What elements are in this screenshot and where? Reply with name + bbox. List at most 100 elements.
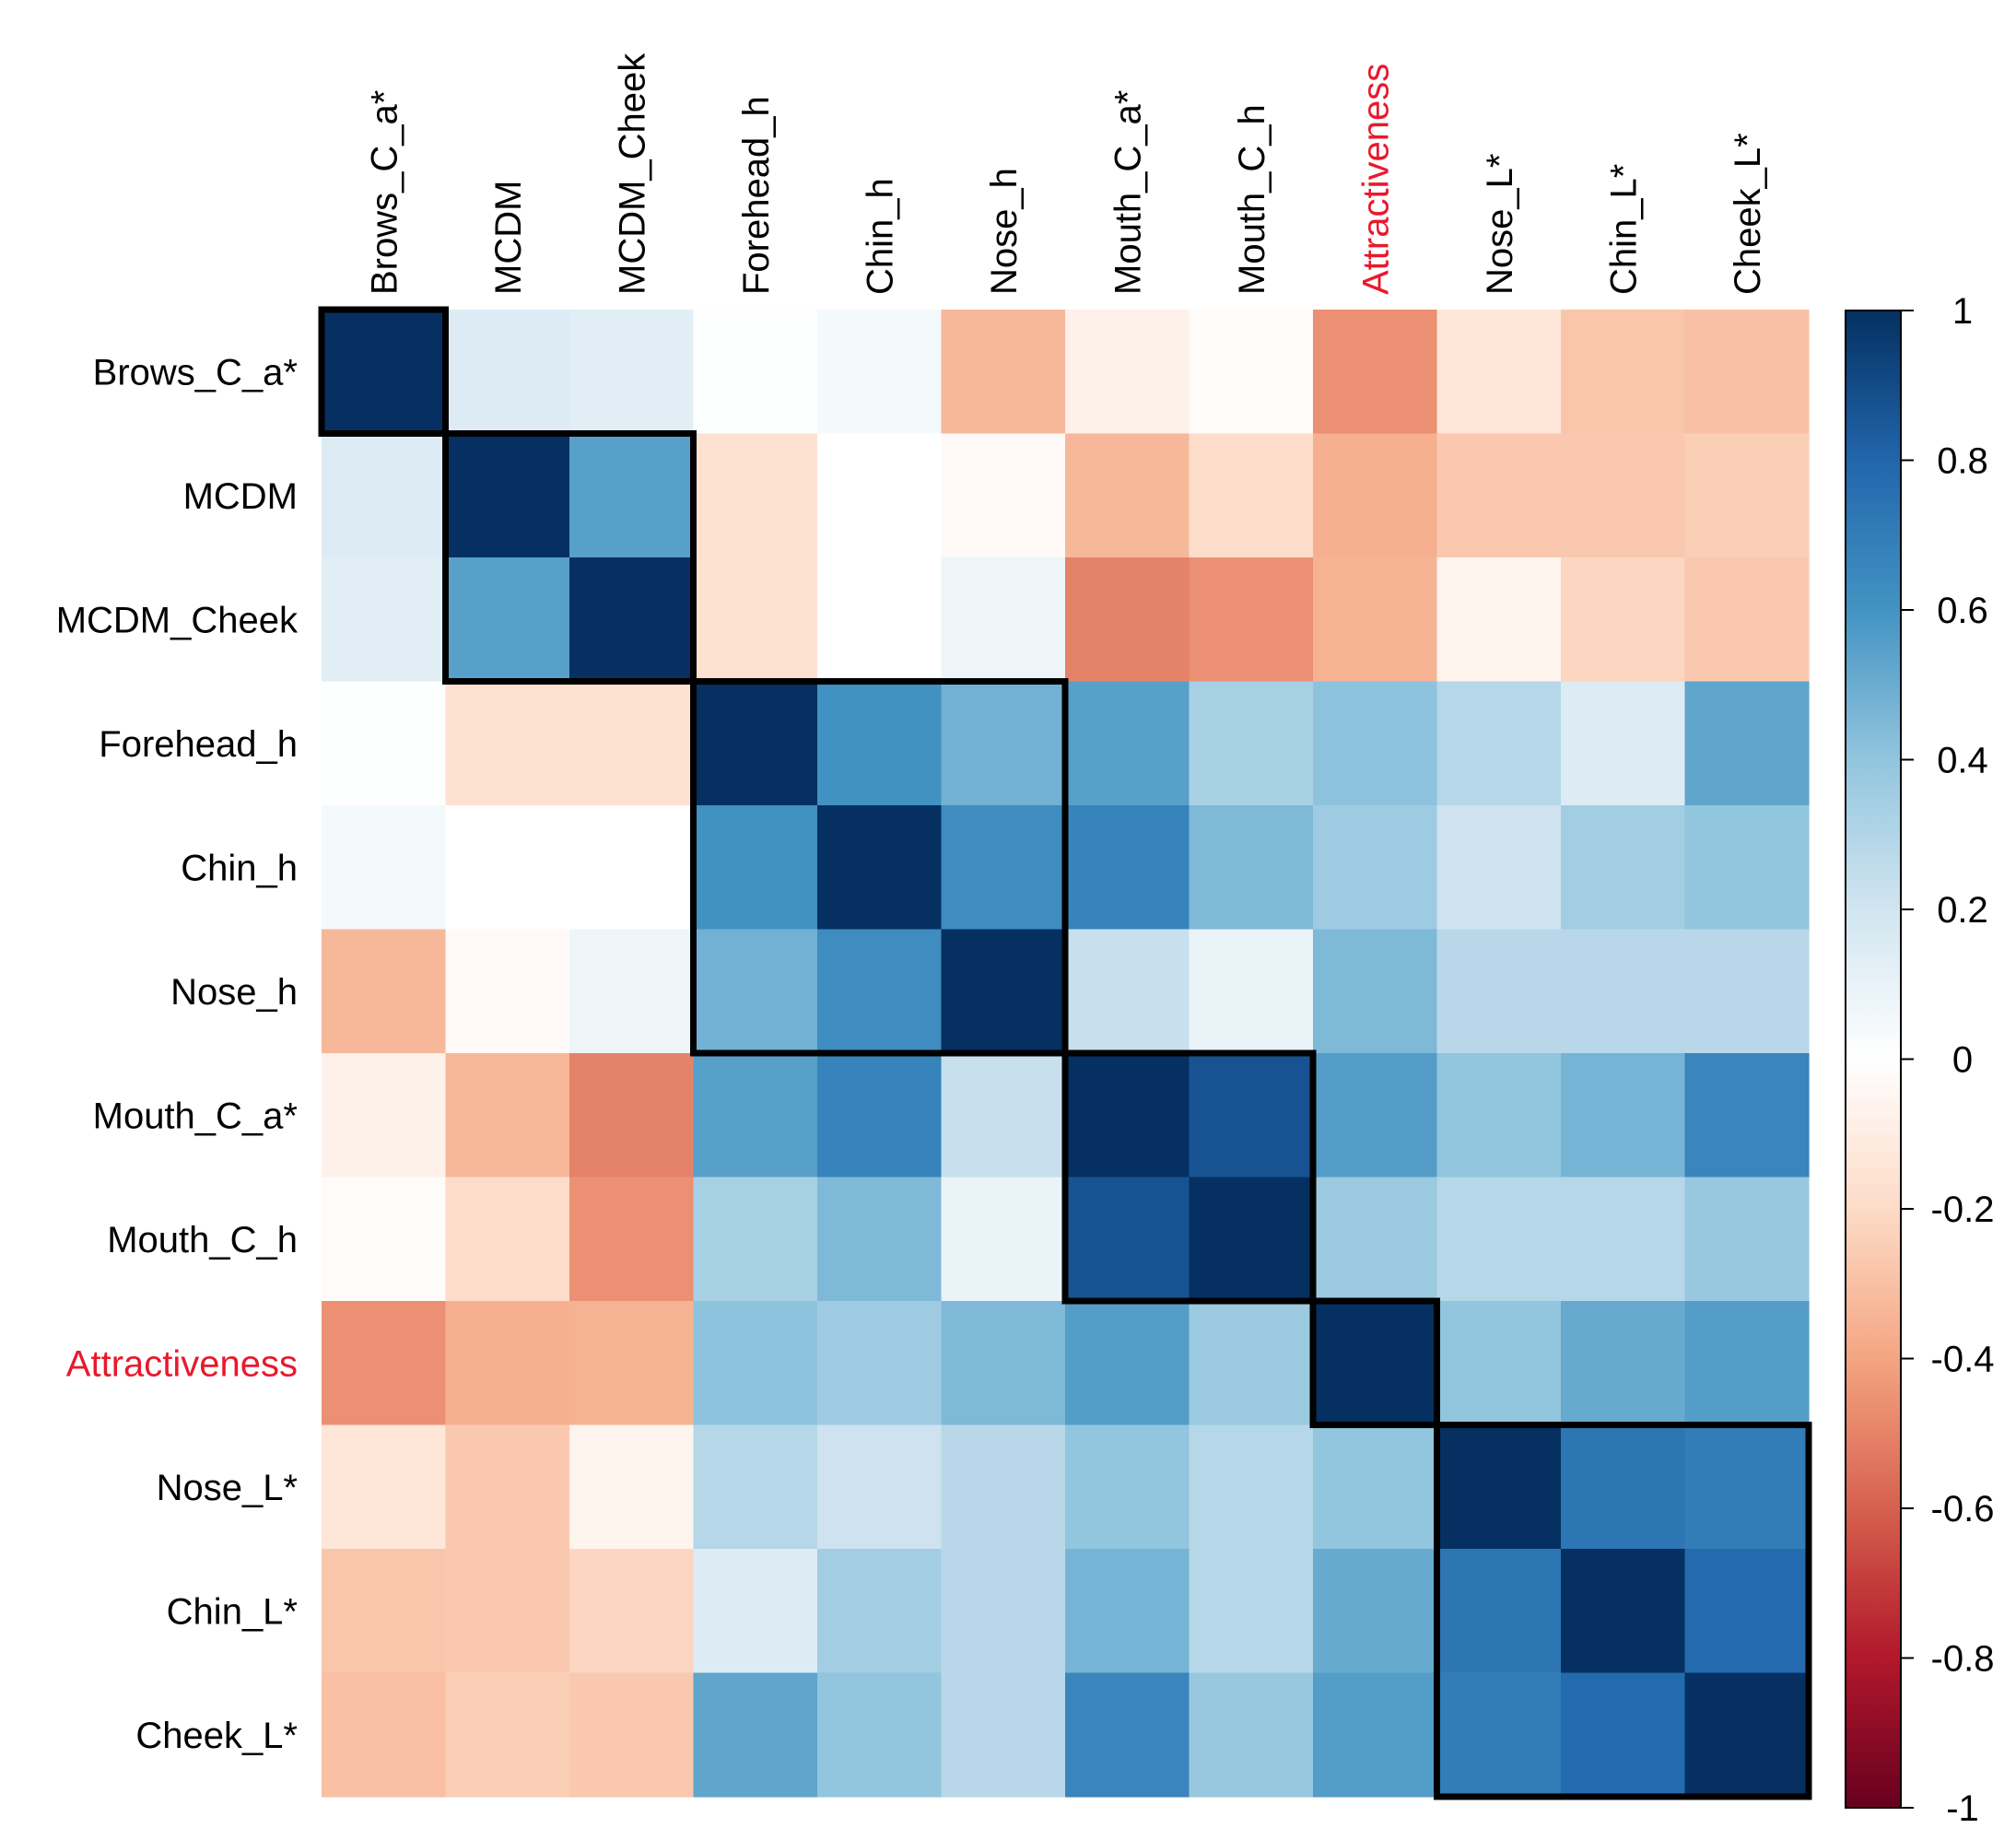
heatmap-cell: MCDM_Cheek / Nose_h (941, 557, 1066, 683)
heatmap-cell: Forehead_h / Chin_L* (1561, 681, 1686, 806)
heatmap-cell: Chin_L* / Attractiveness (1313, 1549, 1438, 1674)
cluster-rectangle (690, 678, 1069, 1057)
heatmap-cell: Brows_C_a* / Chin_L* (1561, 310, 1686, 435)
column-label: Brows_C_a* (364, 90, 404, 295)
row-label: Chin_h (181, 848, 298, 888)
heatmap-cell: Cheek_L* / MCDM (445, 1672, 570, 1798)
heatmap-cell: MCDM / Brows_C_a* (322, 433, 447, 558)
heatmap-cell: Mouth_C_a* / MCDM (445, 1053, 570, 1178)
heatmap-cell: Nose_h / Nose_L* (1436, 929, 1562, 1054)
heatmap-cell: Forehead_h / Nose_L* (1436, 681, 1562, 806)
heatmap-cell: Attractiveness / MCDM_Cheek (569, 1301, 695, 1426)
heatmap-cell: Nose_h / MCDM (445, 929, 570, 1054)
heatmap-cell: Mouth_C_h / Mouth_C_a* (1065, 1177, 1190, 1302)
heatmap-cell: Chin_h / Nose_h (941, 805, 1066, 931)
heatmap-cell: MCDM_Cheek / Nose_L* (1436, 557, 1562, 683)
heatmap-cell: MCDM_Cheek / Brows_C_a* (322, 557, 447, 683)
heatmap-cell: Nose_h / Mouth_C_h (1189, 929, 1314, 1054)
colorbar-tick-label: 0.2 (1937, 890, 1988, 931)
heatmap-cell: Mouth_C_a* / Chin_h (817, 1053, 943, 1178)
heatmap-cell: Cheek_L* / Mouth_C_h (1189, 1672, 1314, 1798)
heatmap-cell: MCDM_Cheek / Mouth_C_a* (1065, 557, 1190, 683)
column-label: Mouth_C_h (1232, 104, 1272, 295)
heatmap-cell: Mouth_C_a* / Forehead_h (693, 1053, 818, 1178)
colorbar-gradient (1845, 310, 1902, 1809)
heatmap-cell: Brows_C_a* / Mouth_C_a* (1065, 310, 1190, 435)
heatmap-cell: Nose_L* / MCDM_Cheek (569, 1424, 695, 1550)
heatmap-cell: Attractiveness / Forehead_h (693, 1301, 818, 1426)
heatmap-cell: Attractiveness / Cheek_L* (1684, 1301, 1810, 1426)
row-label: Nose_L* (157, 1468, 298, 1508)
heatmap-cell: Cheek_L* / Forehead_h (693, 1672, 818, 1798)
heatmap-cell: Chin_L* / Nose_h (941, 1549, 1066, 1674)
heatmap-cell: MCDM / Chin_h (817, 433, 943, 558)
heatmap-cell: Mouth_C_a* / Chin_L* (1561, 1053, 1686, 1178)
row-labels: Brows_C_a* MCDM MCDM_Cheek Forehead_h Chin_h… (56, 352, 299, 1756)
heatmap-cell: Nose_h / Forehead_h (693, 929, 818, 1054)
heatmap-cell: Attractiveness / Mouth_C_a* (1065, 1301, 1190, 1426)
column-label: Mouth_C_a* (1108, 90, 1148, 295)
colorbar-tick-label: -0.4 (1931, 1340, 1995, 1380)
heatmap-cell: Cheek_L* / Nose_h (941, 1672, 1066, 1798)
column-label: Chin_h (860, 178, 900, 295)
heatmap-cell: Forehead_h / Chin_h (817, 681, 943, 806)
heatmap-cell: Cheek_L* / Brows_C_a* (322, 1672, 447, 1798)
heatmap-cell: Nose_L* / Mouth_C_h (1189, 1424, 1314, 1550)
heatmap-cell: MCDM_Cheek / Mouth_C_h (1189, 557, 1314, 683)
heatmap-cell: Mouth_C_h / Brows_C_a* (322, 1177, 447, 1302)
cluster-rectangle (1434, 1422, 1812, 1800)
heatmap-cell: MCDM / Forehead_h (693, 433, 818, 558)
heatmap-cell: MCDM_Cheek / MCDM_Cheek (569, 557, 695, 683)
heatmap-cell: MCDM / Cheek_L* (1684, 433, 1810, 558)
heatmap-cell: Attractiveness / Brows_C_a* (322, 1301, 447, 1426)
color-legend: 1 0.8 0.6 0.4 0.2 0 -0.2 -0.4 -0.6 -0.8 -1 (1845, 291, 1995, 1829)
heatmap-cell: Nose_h / Attractiveness (1313, 929, 1438, 1054)
heatmap-cell: Forehead_h / Nose_h (941, 681, 1066, 806)
heatmap-cell: Mouth_C_h / Attractiveness (1313, 1177, 1438, 1302)
heatmap-cell: Cheek_L* / MCDM_Cheek (569, 1672, 695, 1798)
heatmap-cell: Mouth_C_a* / Brows_C_a* (322, 1053, 447, 1178)
column-labels: Brows_C_a* MCDM MCDM_Cheek Forehead_h Chin_h… (364, 53, 1768, 295)
heatmap-cell: Forehead_h / Mouth_C_a* (1065, 681, 1190, 806)
row-label: Mouth_C_h (107, 1220, 298, 1260)
heatmap-cell: Nose_h / Nose_h (941, 929, 1066, 1054)
colorbar-tick-label: -0.6 (1931, 1489, 1995, 1529)
heatmap-cell: Chin_h / MCDM (445, 805, 570, 931)
column-label: Nose_L* (1480, 154, 1520, 295)
heatmap-cell: Forehead_h / Mouth_C_h (1189, 681, 1314, 806)
heatmap-cell: Chin_L* / Forehead_h (693, 1549, 818, 1674)
row-label: Cheek_L* (135, 1716, 298, 1756)
heatmap-cell: Chin_L* / Brows_C_a* (322, 1549, 447, 1674)
heatmap-cell: Nose_L* / Nose_L* (1436, 1424, 1562, 1550)
heatmap-cell: Nose_h / Mouth_C_a* (1065, 929, 1190, 1054)
heatmap-cell: MCDM_Cheek / MCDM (445, 557, 570, 683)
heatmap-cell: Mouth_C_h / Forehead_h (693, 1177, 818, 1302)
heatmap-cell: Forehead_h / Cheek_L* (1684, 681, 1810, 806)
heatmap-cell: MCDM / Mouth_C_a* (1065, 433, 1190, 558)
heatmap-cell: Mouth_C_a* / Nose_L* (1436, 1053, 1562, 1178)
row-label: Forehead_h (99, 724, 298, 765)
heatmap-cell: Cheek_L* / Mouth_C_a* (1065, 1672, 1190, 1798)
heatmap-cell: Forehead_h / Brows_C_a* (322, 681, 447, 806)
heatmap-cell: Nose_L* / Nose_h (941, 1424, 1066, 1550)
heatmap-cell: Nose_L* / Forehead_h (693, 1424, 818, 1550)
heatmap-cell: Chin_h / Chin_L* (1561, 805, 1686, 931)
heatmap-cell: Mouth_C_h / Mouth_C_h (1189, 1177, 1314, 1302)
heatmap-cell: MCDM / Chin_L* (1561, 433, 1686, 558)
heatmap-cell: Attractiveness / Chin_h (817, 1301, 943, 1426)
heatmap-cell: Mouth_C_h / Chin_L* (1561, 1177, 1686, 1302)
heatmap-cell: Brows_C_a* / Brows_C_a* (322, 310, 447, 435)
row-label: MCDM_Cheek (56, 600, 299, 640)
column-label: Chin_L* (1603, 164, 1644, 295)
heatmap-cell: Nose_h / Chin_L* (1561, 929, 1686, 1054)
cluster-rectangle (442, 430, 697, 685)
heatmap-cell: Mouth_C_h / Nose_h (941, 1177, 1066, 1302)
heatmap-cell: Chin_L* / Chin_h (817, 1549, 943, 1674)
heatmap-cell: Attractiveness / Chin_L* (1561, 1301, 1686, 1426)
heatmap-cell: Mouth_C_h / MCDM_Cheek (569, 1177, 695, 1302)
heatmap-cell: Chin_L* / Chin_L* (1561, 1549, 1686, 1674)
heatmap-cell: Nose_h / MCDM_Cheek (569, 929, 695, 1054)
heatmap-cell: MCDM / MCDM (445, 433, 570, 558)
heatmap-cell: Forehead_h / MCDM_Cheek (569, 681, 695, 806)
heatmap-cell: Nose_h / Brows_C_a* (322, 929, 447, 1054)
